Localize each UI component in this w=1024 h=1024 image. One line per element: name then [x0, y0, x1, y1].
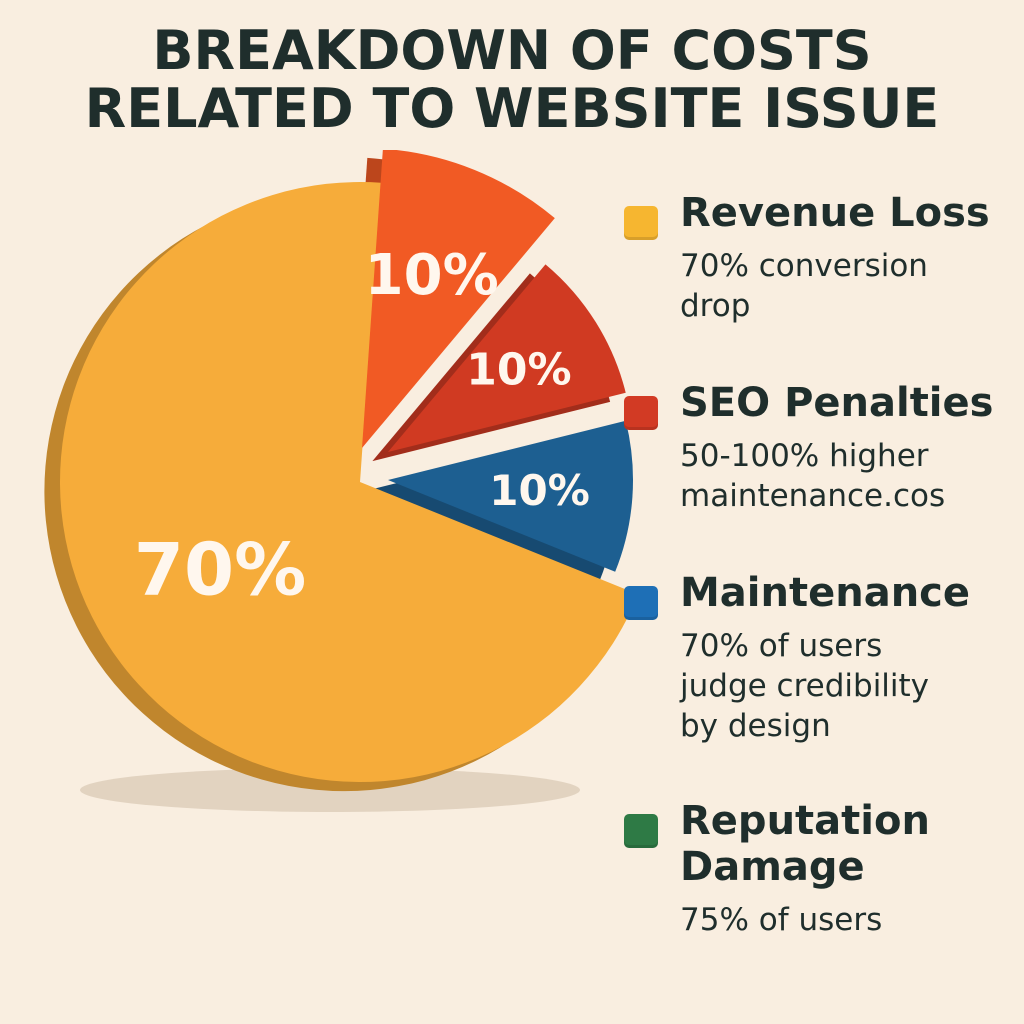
pie-slice-2 — [362, 150, 555, 448]
legend-swatch-reputation-damage — [624, 814, 658, 848]
legend-name-maintenance: Maintenance — [680, 570, 971, 616]
legend-desc-line: 50-100% higher — [680, 438, 929, 474]
legend-desc-revenue-loss: 70% conversion drop — [680, 246, 1022, 326]
pie-slice-label-1: 70% — [134, 527, 306, 611]
legend: Revenue Loss 70% conversion drop SEO Pen… — [622, 190, 1022, 940]
legend-item-reputation-damage: Reputation Damage 75% of users — [622, 798, 1022, 940]
legend-desc-line: judge credibility — [680, 668, 930, 704]
chart-title-line-2: RELATED TO WEBSITE ISSUE — [84, 77, 940, 140]
pie-chart: 70% 10% 10% 10% — [0, 150, 640, 850]
legend-name-revenue-loss: Revenue Loss — [680, 190, 990, 236]
legend-swatch-seo-penalties — [624, 396, 658, 430]
legend-desc-reputation-damage: 75% of users — [680, 900, 1022, 940]
pie-slice-label-2: 10% — [365, 243, 499, 308]
legend-item-maintenance: Maintenance 70% of users judge credibili… — [622, 570, 1022, 798]
legend-swatch-revenue-loss — [624, 206, 658, 240]
legend-desc-line: 70% of users — [680, 628, 883, 664]
legend-name-line: Reputation — [680, 798, 930, 844]
pie-chart-svg: 70% 10% 10% 10% — [44, 150, 639, 812]
legend-desc-line: maintenance.cos — [680, 478, 946, 514]
chart-title-line-1: BREAKDOWN OF COSTS — [152, 19, 872, 82]
chart-title: BREAKDOWN OF COSTS RELATED TO WEBSITE IS… — [0, 22, 1024, 138]
legend-desc-maintenance: 70% of users judge credibility by design — [680, 626, 1022, 746]
legend-item-revenue-loss: Revenue Loss 70% conversion drop — [622, 190, 1022, 380]
pie-slice-label-4: 10% — [489, 466, 590, 515]
legend-desc-line: 70% conversion — [680, 248, 928, 284]
legend-name-seo-penalties: SEO Penalties — [680, 380, 994, 426]
legend-swatch-maintenance — [624, 586, 658, 620]
legend-desc-line: 75% of users — [680, 902, 883, 938]
legend-name-line: Damage — [680, 844, 865, 890]
legend-desc-line: drop — [680, 288, 751, 324]
pie-slice-3 — [388, 264, 626, 452]
legend-name-reputation-damage: Reputation Damage — [680, 798, 1022, 890]
legend-desc-seo-penalties: 50-100% higher maintenance.cos — [680, 436, 1022, 516]
pie-slice-label-3: 10% — [466, 345, 571, 396]
legend-item-seo-penalties: SEO Penalties 50-100% higher maintenance… — [622, 380, 1022, 570]
pie-slice-4 — [388, 420, 633, 572]
pie-slice-1 — [59, 181, 639, 782]
legend-desc-line: by design — [680, 708, 831, 744]
